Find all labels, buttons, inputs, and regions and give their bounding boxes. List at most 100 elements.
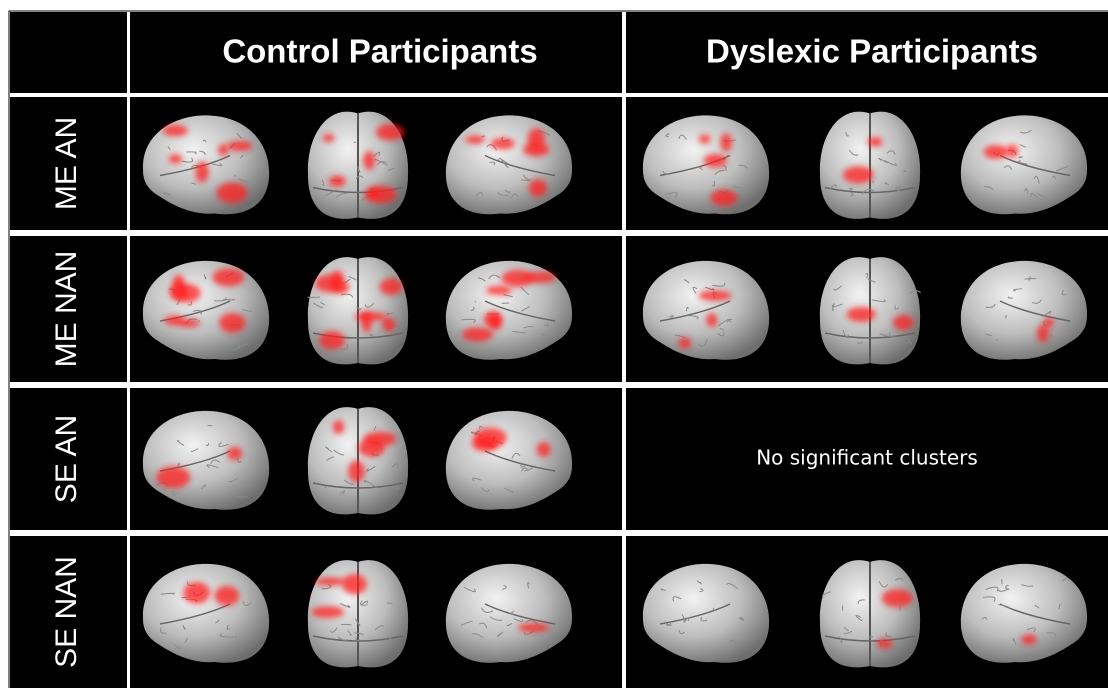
activation-cluster [354, 312, 387, 321]
sulcus [678, 134, 687, 140]
sulcus [480, 487, 490, 493]
sulcus [738, 616, 745, 621]
sulcus [364, 303, 375, 308]
activation-cluster [1006, 144, 1019, 158]
column-header: Dyslexic Participants [706, 33, 1038, 70]
activation-cluster [876, 638, 893, 649]
sulcus [683, 279, 690, 284]
sulcus [683, 617, 690, 624]
activation-cluster [720, 133, 732, 152]
sulcus [1018, 155, 1024, 159]
sulcus [171, 490, 177, 496]
sulcus [324, 189, 337, 197]
sulcus [699, 166, 703, 171]
sulcus [182, 625, 186, 630]
sulcus [202, 139, 207, 143]
sulcus [325, 446, 333, 453]
sulcus [884, 160, 897, 166]
activation-cluster [698, 134, 711, 144]
cerebellum-line [312, 482, 404, 489]
sulcus [343, 479, 354, 485]
sulcus [374, 158, 388, 166]
sylvian-fissure [159, 603, 231, 625]
brain [142, 563, 270, 663]
sulcus [387, 637, 392, 643]
sulcus [1061, 289, 1067, 296]
sulcus [199, 150, 206, 156]
activation-cluster [342, 574, 367, 595]
sulcus [313, 302, 323, 309]
sulcus [231, 345, 241, 351]
sulcus [983, 185, 994, 190]
sulcus [190, 448, 199, 453]
activation-cluster [332, 420, 345, 434]
sulcus [1019, 129, 1032, 134]
activation-cluster [536, 442, 551, 457]
sulcus [879, 332, 891, 337]
sulcus [726, 583, 739, 590]
sulcus [544, 322, 549, 327]
row-label-cell [10, 388, 127, 530]
sulcus [674, 334, 686, 339]
sulcus [1005, 314, 1007, 319]
sulcus [471, 633, 483, 638]
brain [307, 257, 409, 365]
header-cell [130, 12, 622, 93]
brain [642, 260, 770, 360]
brain [960, 260, 1088, 360]
sulcus [1058, 603, 1061, 610]
sulcus [374, 625, 384, 631]
activation-cluster [311, 606, 345, 618]
outer-border [8, 10, 1108, 688]
sulcus [177, 462, 180, 468]
cerebellum-line [312, 186, 404, 194]
sulcus [512, 330, 527, 334]
sulcus [348, 276, 357, 281]
row-label-cell [10, 536, 127, 688]
sulcus [664, 621, 672, 626]
sulcus [660, 588, 666, 592]
brain [445, 563, 573, 663]
sulcus [167, 146, 171, 151]
brain [445, 115, 573, 215]
brain [445, 260, 573, 360]
sulcus [498, 157, 510, 165]
activation-cluster [501, 270, 533, 287]
sulcus [206, 464, 219, 469]
brain [445, 410, 573, 510]
sulcus [878, 581, 889, 588]
no-clusters-note: No significant clusters [756, 446, 978, 470]
sulcus [843, 630, 853, 635]
sulcus [1034, 604, 1040, 609]
sulcus [894, 577, 904, 581]
sulcus [1033, 175, 1040, 184]
brain [819, 257, 922, 365]
activation-cluster [363, 151, 376, 170]
activation-cluster [483, 311, 503, 327]
sulcus [242, 308, 252, 312]
sulcus [1042, 310, 1052, 318]
sulcus [233, 174, 236, 178]
sulcus [687, 314, 699, 320]
sulcus [831, 303, 843, 308]
sulcus [719, 328, 724, 331]
activation-cluster [227, 140, 253, 151]
sulcus [884, 182, 890, 186]
sulcus [463, 586, 476, 593]
sulcus [704, 286, 715, 291]
sulcus [728, 318, 733, 323]
sulcus [717, 318, 730, 327]
activation-cluster [842, 166, 874, 184]
sulcus [871, 299, 886, 303]
sulcus [985, 303, 996, 308]
activation-cluster [846, 306, 876, 322]
sulcus [521, 305, 531, 312]
sulcus [506, 623, 513, 627]
activation-cluster [518, 623, 549, 633]
sulcus [511, 452, 521, 459]
sulcus [678, 629, 685, 635]
brain [307, 560, 409, 668]
sulcus [477, 277, 486, 282]
sulcus [226, 624, 230, 630]
activation-cluster [173, 283, 201, 303]
